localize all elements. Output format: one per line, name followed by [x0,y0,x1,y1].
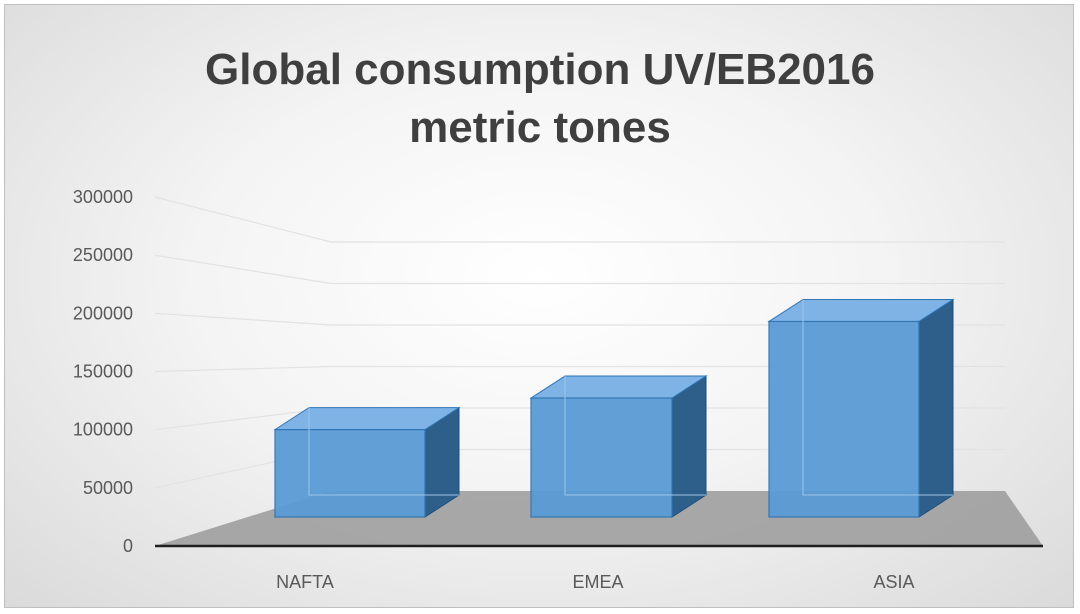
x-tick-label: NAFTA [276,572,334,592]
y-tick-label: 250000 [73,245,133,265]
x-tick-label: ASIA [873,572,914,592]
bar-front [274,429,426,518]
y-tick-label: 150000 [73,362,133,382]
gridline [154,196,1005,243]
y-tick-label: 0 [123,536,133,556]
bar-side [918,298,954,518]
bar-asia [767,298,955,518]
plot-area: 0 50000 100000 150000 200000 250000 300000 NAF… [73,187,1043,592]
chart-title-line-1: Global consumption UV/EB2016 [205,45,875,94]
bar-side [671,375,707,518]
chart-title: Global consumption UV/EB2016 metric tone… [5,41,1073,157]
bar-emea [529,375,708,518]
y-tick-label: 100000 [73,420,133,440]
gridline [154,254,1005,285]
y-tick-label: 50000 [83,478,133,498]
chart-area: Global consumption UV/EB2016 metric tone… [4,4,1074,608]
bar-inner-edge [564,376,706,496]
chart-title-line-2: metric tones [409,103,671,152]
bar-inner-edge [308,407,459,496]
y-tick-label: 200000 [73,303,133,323]
bar-front [530,397,673,518]
x-tick-label: EMEA [572,572,623,592]
bar-front [768,320,920,518]
bar-nafta [273,406,461,518]
bar-inner-edge [802,299,953,496]
y-tick-label: 300000 [73,187,133,207]
